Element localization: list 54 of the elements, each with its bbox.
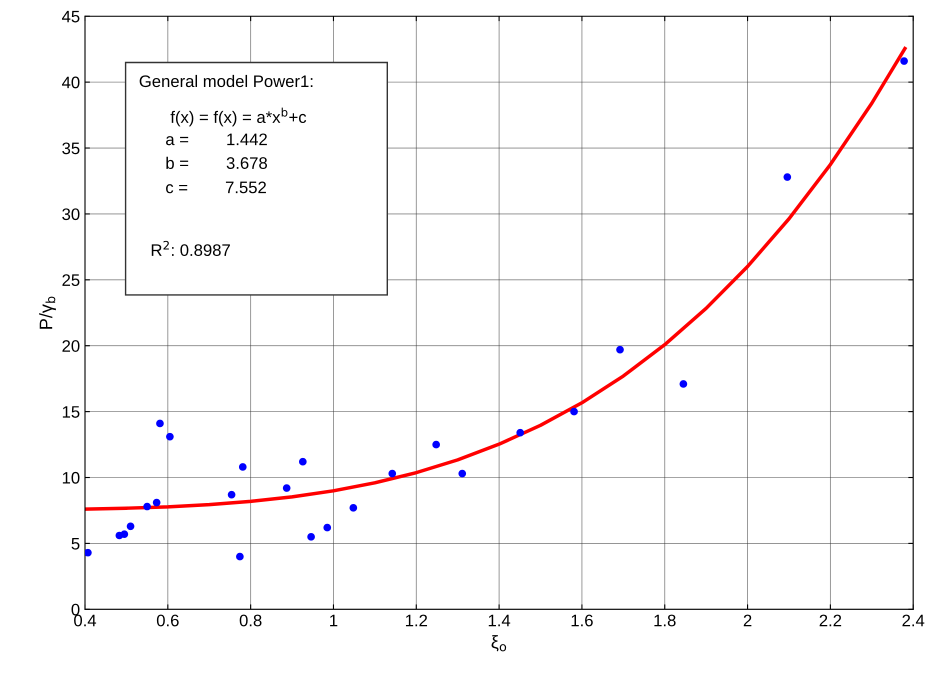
annotation: R$^{2}$: 0.8987 xyxy=(152,240,230,256)
x-tick-label: 0.8 xyxy=(240,614,262,626)
y-tick-label: 15 xyxy=(62,406,80,418)
x-tick-label: 1.8 xyxy=(654,614,676,626)
point xyxy=(388,470,396,478)
point xyxy=(156,420,164,428)
y-tick-label: 5 xyxy=(72,538,80,550)
y-tick-label: 10 xyxy=(62,472,80,484)
x-tick-label: 2.2 xyxy=(820,614,842,626)
x-tick-label: 1.6 xyxy=(572,614,593,626)
x-axis-title: ξ$_{o}$ xyxy=(492,635,506,652)
y-tick-label: 20 xyxy=(62,340,80,352)
y-tick-label: 35 xyxy=(62,142,80,154)
point xyxy=(238,463,247,471)
point xyxy=(228,490,236,498)
point xyxy=(307,533,315,541)
annotation: f(x) = f(x) = a*x$^{b}$+c xyxy=(170,108,306,126)
point xyxy=(432,440,440,448)
point xyxy=(120,530,128,538)
line-series xyxy=(85,46,907,511)
point xyxy=(166,432,174,440)
point xyxy=(516,428,524,437)
annotation: c = 7.552 xyxy=(166,182,266,194)
point xyxy=(570,408,578,416)
point xyxy=(236,552,244,560)
point xyxy=(143,502,151,510)
y-tick-label: 45 xyxy=(62,10,80,22)
x-tick-label: 0.6 xyxy=(156,614,179,626)
annotation: b = 3.678 xyxy=(166,156,267,169)
x-tick-label: 1.2 xyxy=(406,614,428,626)
annotation: a = 1.442 xyxy=(166,133,267,146)
y-axis-title: P/γ$_{b}$ xyxy=(39,296,56,329)
point xyxy=(299,458,307,466)
point xyxy=(282,484,290,492)
point xyxy=(126,522,134,530)
x-tick-label: 2 xyxy=(744,614,752,626)
point xyxy=(616,346,624,354)
point xyxy=(85,548,92,556)
annotation: General model Power1: xyxy=(140,74,312,88)
y-tick-label: 25 xyxy=(62,274,80,286)
y-tick-label: 0 xyxy=(72,604,80,616)
point xyxy=(350,504,358,512)
x-tick-label: 2.4 xyxy=(902,614,924,626)
point xyxy=(458,470,466,478)
point xyxy=(784,173,792,181)
point xyxy=(152,498,160,506)
x-tick-label: 0.4 xyxy=(74,614,96,626)
x-tick-label: 1.4 xyxy=(488,614,510,626)
y-tick-label: 30 xyxy=(62,208,80,220)
point xyxy=(900,57,908,65)
x-tick-label: 1 xyxy=(330,614,338,626)
point xyxy=(323,524,332,532)
point xyxy=(680,380,688,388)
y-tick-label: 40 xyxy=(62,76,80,88)
